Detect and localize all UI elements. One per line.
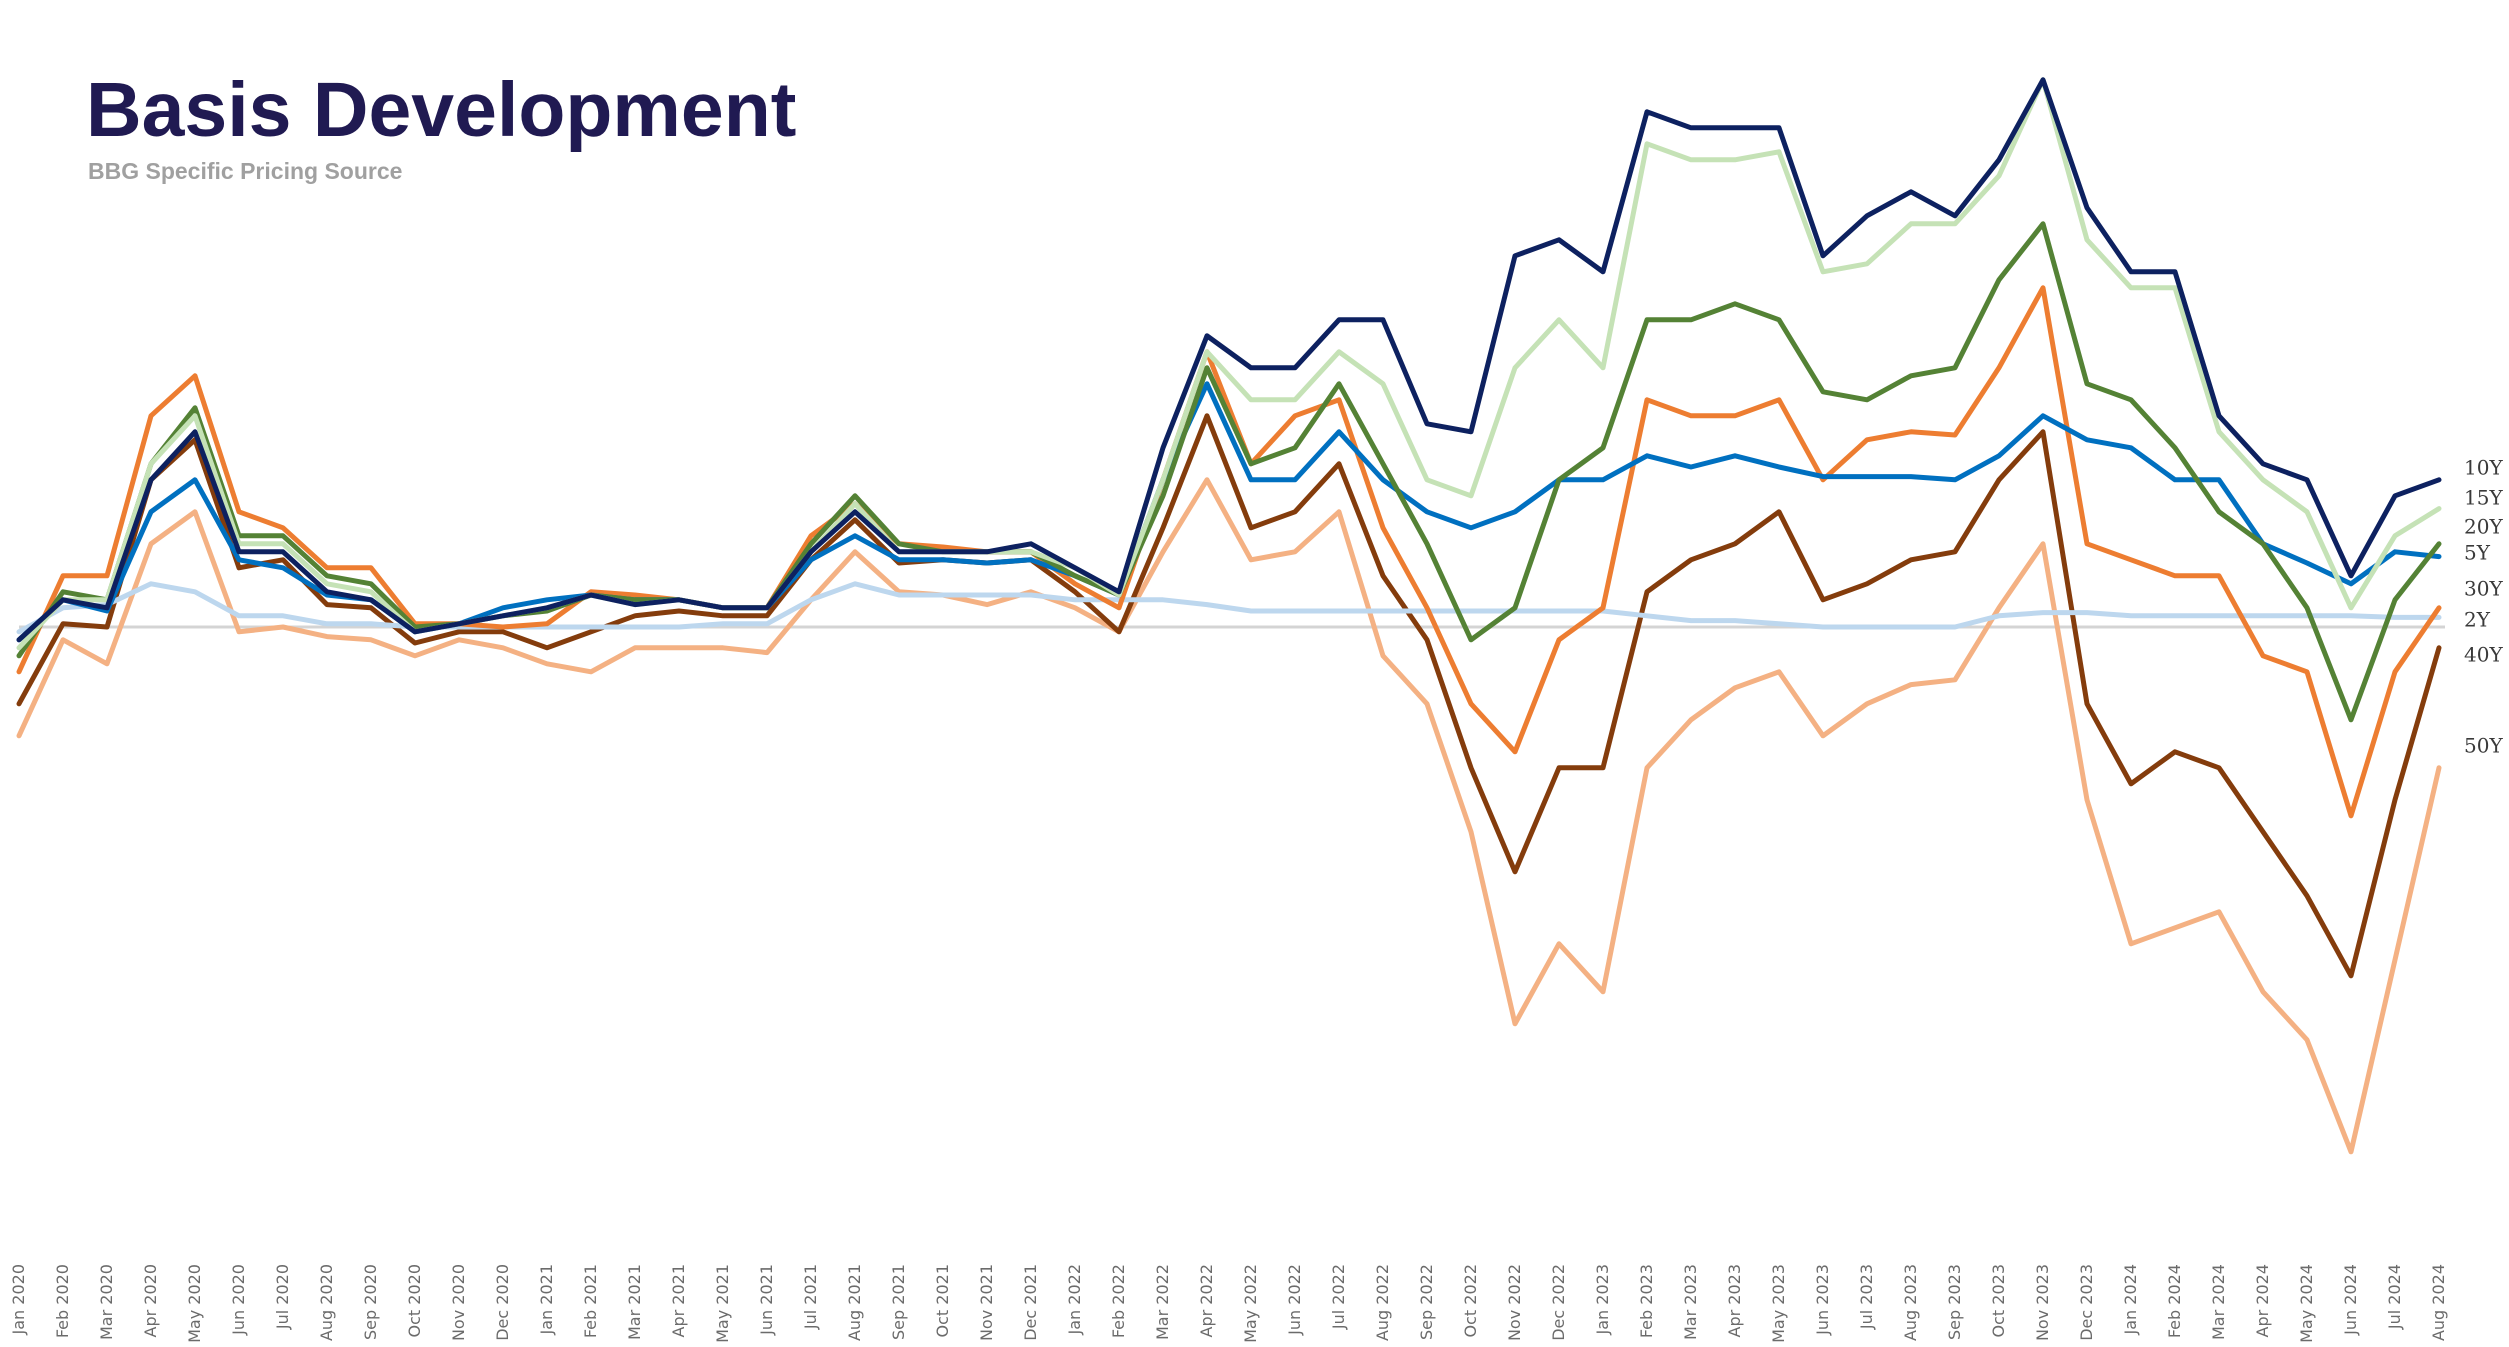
series-line <box>16 221 2442 723</box>
series-line <box>16 77 2442 643</box>
x-tick-label: Jul 2021 <box>801 1264 820 1330</box>
x-tick-label: Sep 2023 <box>1945 1264 1964 1340</box>
series-label: 30Y <box>2464 577 2503 601</box>
x-tick-label: Aug 2024 <box>2429 1264 2448 1341</box>
series-label: 10Y <box>2464 456 2503 480</box>
x-tick-label: May 2024 <box>2297 1264 2316 1343</box>
x-tick-label: Feb 2020 <box>53 1264 72 1338</box>
x-tick-label: Mar 2024 <box>2209 1264 2228 1340</box>
x-tick-label: Oct 2023 <box>1989 1264 2008 1337</box>
x-tick-label: Mar 2020 <box>97 1264 116 1340</box>
x-tick-label: Oct 2021 <box>933 1264 952 1337</box>
x-tick-label: Nov 2021 <box>977 1264 996 1341</box>
x-tick-label: Sep 2020 <box>361 1264 380 1340</box>
x-tick-label: Apr 2021 <box>669 1264 688 1337</box>
x-tick-label: Jun 2021 <box>757 1264 776 1336</box>
x-tick-label: Jan 2023 <box>1593 1264 1612 1335</box>
series-label: 5Y <box>2464 541 2491 565</box>
x-tick-label: Mar 2021 <box>625 1264 644 1340</box>
x-tick-label: Jun 2022 <box>1285 1264 1304 1336</box>
series-line <box>16 413 2442 979</box>
x-tick-label: Oct 2020 <box>405 1264 424 1337</box>
x-tick-label: Dec 2021 <box>1021 1264 1040 1341</box>
x-tick-label: Dec 2023 <box>2077 1264 2096 1341</box>
x-tick-label: Sep 2021 <box>889 1264 908 1340</box>
x-tick-label: May 2021 <box>713 1264 732 1343</box>
x-tick-label: Oct 2022 <box>1461 1264 1480 1337</box>
x-tick-label: Mar 2023 <box>1681 1264 1700 1340</box>
x-tick-label: Jul 2023 <box>1857 1264 1876 1330</box>
x-tick-label: Mar 2022 <box>1153 1264 1172 1340</box>
x-tick-label: Jan 2021 <box>537 1264 556 1335</box>
x-tick-label: Sep 2022 <box>1417 1264 1436 1340</box>
x-tick-label: Apr 2023 <box>1725 1264 1744 1337</box>
x-tick-label: Dec 2020 <box>493 1264 512 1341</box>
chart-title: Basis Development <box>86 67 796 153</box>
x-tick-label: May 2022 <box>1241 1264 1260 1343</box>
series-label: 50Y <box>2464 734 2503 758</box>
x-tick-label: May 2023 <box>1769 1264 1788 1343</box>
x-tick-label: Jun 2024 <box>2341 1264 2360 1336</box>
x-tick-label: Apr 2022 <box>1197 1264 1216 1337</box>
x-tick-label: Nov 2020 <box>449 1264 468 1341</box>
x-tick-label: Apr 2024 <box>2253 1264 2272 1337</box>
series-label: 40Y <box>2464 643 2503 667</box>
x-tick-label: Aug 2021 <box>845 1264 864 1341</box>
series-line <box>16 285 2442 819</box>
x-tick-label: Jan 2020 <box>9 1264 28 1335</box>
x-tick-label: Dec 2022 <box>1549 1264 1568 1341</box>
x-tick-label: Feb 2023 <box>1637 1264 1656 1338</box>
x-tick-label: Apr 2020 <box>141 1264 160 1337</box>
x-tick-label: Nov 2023 <box>2033 1264 2052 1341</box>
series-label: 15Y <box>2464 486 2503 510</box>
x-tick-label: Aug 2020 <box>317 1264 336 1341</box>
x-tick-label: Aug 2022 <box>1373 1264 1392 1341</box>
series-label: 2Y <box>2464 608 2491 632</box>
chart-subtitle: BBG Specific Pricing Source <box>88 158 402 184</box>
x-tick-label: Aug 2023 <box>1901 1264 1920 1341</box>
x-tick-label: Jan 2022 <box>1065 1264 1084 1335</box>
x-tick-label: Jul 2024 <box>2385 1264 2404 1330</box>
x-tick-label: Jun 2020 <box>229 1264 248 1336</box>
x-tick-label: Jul 2020 <box>273 1264 292 1330</box>
x-tick-label: Feb 2024 <box>2165 1264 2184 1338</box>
x-tick-label: Feb 2021 <box>581 1264 600 1338</box>
x-tick-label: May 2020 <box>185 1264 204 1343</box>
series-line <box>16 477 2442 1155</box>
x-tick-label: Nov 2022 <box>1505 1264 1524 1341</box>
x-tick-label: Jan 2024 <box>2121 1264 2140 1335</box>
x-tick-label: Jul 2022 <box>1329 1264 1348 1330</box>
x-tick-label: Jun 2023 <box>1813 1264 1832 1336</box>
series-label: 20Y <box>2464 515 2503 539</box>
x-tick-label: Feb 2022 <box>1109 1264 1128 1338</box>
